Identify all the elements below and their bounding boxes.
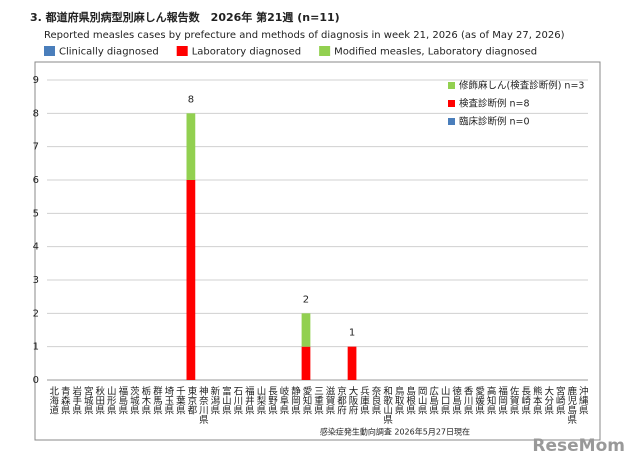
x-tick-label: 愛媛県 [473,385,485,415]
x-tick-label: 和歌山県 [381,386,393,425]
y-tick-label: 7 [33,142,39,153]
x-tick-label: 福島県 [116,385,128,415]
x-tick-label: 佐賀県 [508,385,520,415]
x-tick-label: 京都府 [335,385,347,415]
y-tick-label: 6 [33,175,39,186]
y-tick-label: 4 [33,242,39,253]
x-tick-label: 熊本県 [531,385,543,415]
y-tick-label: 8 [33,108,39,119]
x-tick-label: 香川県 [462,386,474,415]
x-tick-label: 沖縄県 [577,385,589,415]
total-label: 2 [303,294,309,305]
x-tick-label: 岩手県 [70,385,82,415]
bar-segment [186,113,196,180]
bar-segment [347,346,357,380]
x-tick-label: 東京都 [185,385,197,415]
x-tick-label: 岡山県 [416,386,428,415]
inner-legend-label: 臨床診断例 n=0 [459,116,530,128]
x-tick-label: 鹿児島県 [565,385,577,425]
y-tick-label: 5 [33,208,39,219]
x-tick-label: 新潟県 [208,385,220,415]
bar-segment [301,346,311,380]
x-tick-label: 北海道 [47,386,59,415]
x-tick-label: 高知県 [485,385,497,415]
inner-legend-swatch [448,118,455,125]
legend-swatch [176,46,188,56]
y-tick-label: 2 [33,308,39,319]
y-tick-label: 9 [33,75,39,86]
x-tick-label: 神奈川県 [197,385,209,425]
chart-subtitle: Reported measles cases by prefecture and… [44,30,565,41]
x-tick-label: 大分県 [542,385,554,415]
x-tick-label: 兵庫県 [358,385,370,415]
x-tick-label: 愛知県 [300,385,312,415]
total-label: 8 [188,94,194,105]
x-tick-label: 徳島県 [450,385,462,415]
legend-label: Modified measles, Laboratory diagnosed [334,47,537,58]
total-label: 1 [349,328,355,339]
y-tick-label: 3 [33,275,39,286]
bar-segment [186,180,196,380]
chart-title: 3. 都道府県別病型別麻しん報告数 2026年 第21週 (n=11) [30,10,340,24]
x-tick-label: 宮城県 [82,385,94,415]
x-tick-label: 秋田県 [93,385,105,415]
x-tick-label: 奈良県 [370,385,382,415]
x-tick-label: 富山県 [220,385,232,415]
x-tick-label: 広島県 [427,385,439,415]
x-tick-label: 福井県 [243,385,255,415]
x-tick-label: 三重県 [312,386,324,415]
x-tick-label: 山梨県 [254,386,266,415]
inner-legend-label: 検査診断例 n=8 [459,98,530,110]
inner-legend-label: 修飾麻しん(検査診断例) n=3 [459,80,584,92]
x-tick-label: 静岡県 [289,385,301,415]
legend-swatch [319,46,331,56]
x-tick-label: 栃木県 [139,385,151,415]
x-tick-label: 石川県 [231,386,243,415]
x-tick-label: 山口県 [439,386,451,415]
x-tick-label: 福岡県 [496,385,508,415]
inner-legend-swatch [448,82,455,89]
x-tick-label: 島根県 [404,385,416,415]
x-tick-label: 宮崎県 [554,385,566,415]
y-tick-label: 0 [33,375,39,386]
bar-segment [301,313,311,347]
x-tick-label: 茨城県 [128,385,140,415]
legend-label: Laboratory diagnosed [192,47,301,58]
x-tick-label: 長野県 [266,386,278,415]
x-tick-label: 鳥取県 [393,385,405,415]
legend-swatch [44,46,55,56]
plot-frame [34,61,601,441]
x-tick-label: 埼玉県 [162,385,174,415]
y-tick-label: 1 [33,342,39,353]
x-tick-label: 千葉県 [174,386,186,415]
x-tick-label: 滋賀県 [324,385,336,415]
inner-legend-swatch [448,100,455,107]
x-tick-label: 岐阜県 [277,385,289,415]
legend-label: Clinically diagnosed [59,47,159,58]
x-tick-label: 大阪府 [347,385,359,415]
watermark: ReseMom [532,436,625,456]
x-tick-label: 青森県 [59,385,71,415]
x-tick-label: 長崎県 [519,386,531,415]
x-tick-label: 山形県 [105,386,117,415]
footnote: 感染症発生動向調査 2026年5月27日現在 [320,427,470,437]
x-tick-label: 群馬県 [151,385,163,415]
